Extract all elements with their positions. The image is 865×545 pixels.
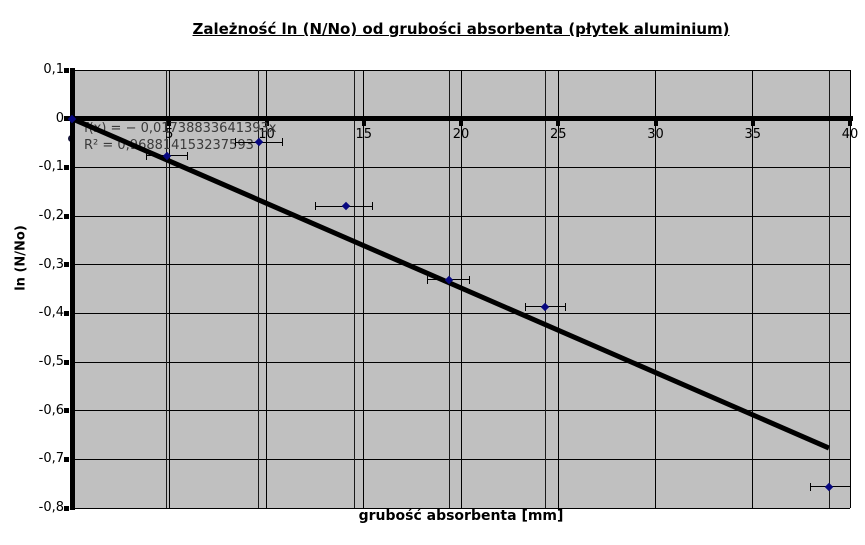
data-point <box>445 275 454 284</box>
error-bar-cap-left <box>809 482 811 491</box>
plot-area: f(x) = − 0,01738833641393x R² = 0,968814… <box>39 62 859 515</box>
x-tick-label: 25 <box>549 126 567 142</box>
y-tick-label: -0,2 <box>38 208 64 223</box>
chart-title: Zależność ln (N/No) od grubości absorben… <box>192 20 730 38</box>
trendline-r2: R² = 0,968814153237593 <box>84 138 254 153</box>
x-gridline <box>849 70 851 508</box>
y-tick-mark <box>64 456 69 462</box>
y-tick-label: -0,1 <box>38 159 64 175</box>
x-tick-label: 40 <box>841 126 859 142</box>
error-bar-cap-right <box>187 151 189 160</box>
y-tick-mark <box>64 262 69 268</box>
data-point <box>824 482 834 491</box>
x-tick-mark <box>556 121 561 127</box>
x-tick-label: 20 <box>452 126 470 142</box>
y-axis-line <box>70 68 75 510</box>
x-tick-mark <box>848 121 852 127</box>
error-bar-cap-left <box>314 202 316 211</box>
x-tick-mark <box>653 121 658 127</box>
y-tick-mark <box>64 164 69 170</box>
y-tick-label: -0,3 <box>38 256 64 272</box>
y-tick-label: -0,8 <box>38 500 64 515</box>
y-tick-label: 0,1 <box>43 62 64 77</box>
y-tick-mark <box>64 213 69 219</box>
error-bar-cap-right <box>469 275 471 284</box>
error-bar-cap-right <box>281 138 283 147</box>
y-tick-mark <box>64 67 69 73</box>
error-bar-cap-right <box>849 482 851 491</box>
trendline-equation-box: f(x) = − 0,01738833641393x R² = 0,968814… <box>84 120 277 154</box>
y-tick-label: -0,5 <box>38 354 64 369</box>
x-tick-mark <box>361 121 366 127</box>
y-tick-label: -0,6 <box>38 402 64 418</box>
x-tick-label: 35 <box>744 126 762 142</box>
y-tick-label: -0,4 <box>38 305 64 321</box>
x-axis-line <box>69 116 853 122</box>
y-tick-mark <box>64 359 69 365</box>
x-tick-mark <box>750 121 755 127</box>
error-bar-cap-left <box>427 275 429 284</box>
x-tick-label: 15 <box>355 126 373 142</box>
x-axis-title: grubość absorbenta [mm] <box>358 508 564 524</box>
y-tick-mark <box>64 116 69 122</box>
y-tick-label: 0 <box>55 110 64 126</box>
y-gridline <box>72 507 850 509</box>
x-tick-mark <box>459 121 463 127</box>
y-tick-mark <box>64 408 69 414</box>
error-bar-cap-right <box>564 302 566 311</box>
x-tick-label: 30 <box>647 126 664 142</box>
y-tick-mark <box>64 505 69 511</box>
error-bar-cap-left <box>146 151 148 160</box>
y-tick-mark <box>64 310 69 316</box>
data-point <box>540 302 550 311</box>
error-bar-cap-right <box>372 202 373 211</box>
trendline-equation: f(x) = − 0,01738833641393x <box>84 121 277 136</box>
error-bar-cap-left <box>524 302 526 311</box>
error-bar-cap-left <box>234 138 236 147</box>
y-tick-label: -0,7 <box>38 451 64 467</box>
data-point <box>341 202 351 211</box>
